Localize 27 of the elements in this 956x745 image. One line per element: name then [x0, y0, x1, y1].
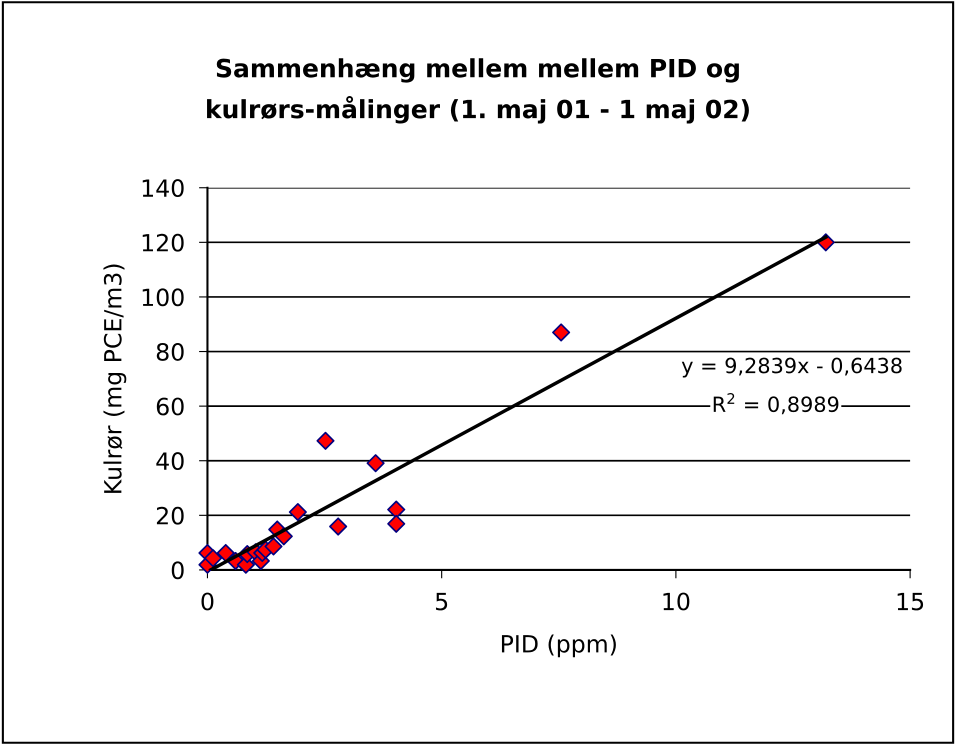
- y-tick-label: 60: [156, 398, 184, 416]
- point: [216, 544, 235, 562]
- x-tick-label: 5: [436, 592, 448, 610]
- y-tick-label: 100: [142, 288, 184, 306]
- annotation: R$^{2}$ = 0,8989: [714, 393, 838, 414]
- y-tick-label: 80: [156, 342, 184, 361]
- point: [552, 323, 570, 342]
- y-tick-label: 20: [156, 506, 184, 525]
- point: [329, 517, 348, 536]
- y-tick-label: 120: [142, 234, 184, 252]
- point: [316, 432, 335, 450]
- x-tick-label: 15: [898, 592, 924, 610]
- y-tick-label: 40: [156, 452, 184, 470]
- y-tick-label: 0: [172, 561, 184, 580]
- point: [387, 514, 406, 533]
- chart-title: Sammenhæng mellem mellem PID og kulrørs-målinger (1. maj 01 - 1 maj 02): [207, 58, 749, 124]
- point: [366, 454, 385, 472]
- point: [204, 549, 222, 568]
- point: [288, 503, 307, 522]
- y-tick-label: 140: [142, 179, 184, 198]
- annotation: y = 9,2839x - 0,6438: [682, 358, 902, 378]
- point: [387, 500, 406, 519]
- x-tick-label: 10: [663, 592, 690, 610]
- x-tick-label: 0: [202, 592, 214, 610]
- point: [264, 537, 283, 556]
- y-axis-title: Kulrør (mg PCE/m3): [103, 264, 126, 493]
- x-axis-title: PID (ppm): [502, 634, 616, 658]
